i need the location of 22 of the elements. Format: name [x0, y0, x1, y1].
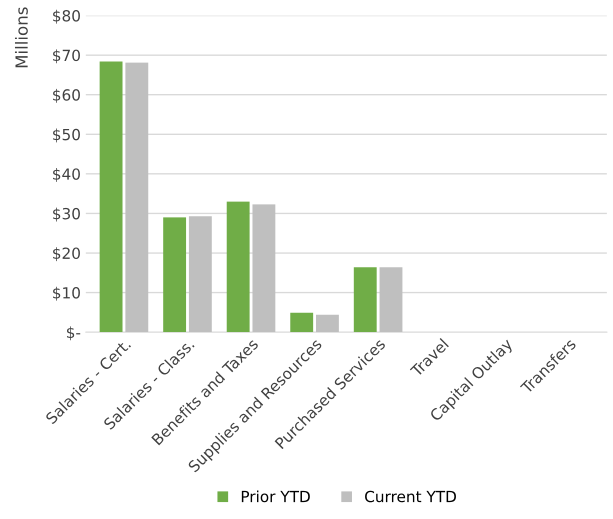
bar	[226, 202, 250, 332]
bar	[354, 267, 377, 332]
bar	[316, 314, 339, 332]
bar	[252, 204, 276, 332]
bar	[163, 217, 186, 332]
bar	[100, 61, 123, 332]
y-tick-label: $-	[66, 326, 80, 340]
bar	[188, 216, 212, 332]
y-tick-label: $40	[53, 168, 80, 182]
y-tick-label: $80	[53, 10, 80, 24]
y-tick-label: $70	[53, 49, 80, 64]
bar	[380, 267, 402, 332]
y-axis-title: Millions	[14, 7, 28, 68]
y-tick-label: $30	[53, 208, 80, 222]
legend-label: Current YTD	[365, 490, 456, 502]
y-tick-label: $50	[53, 128, 80, 142]
bar	[290, 312, 314, 332]
y-tick-label: $20	[53, 247, 80, 262]
y-tick-label: $60	[53, 88, 80, 103]
bar	[125, 62, 148, 332]
legend-label: Prior YTD	[242, 490, 310, 502]
y-tick-label: $10	[53, 286, 80, 301]
